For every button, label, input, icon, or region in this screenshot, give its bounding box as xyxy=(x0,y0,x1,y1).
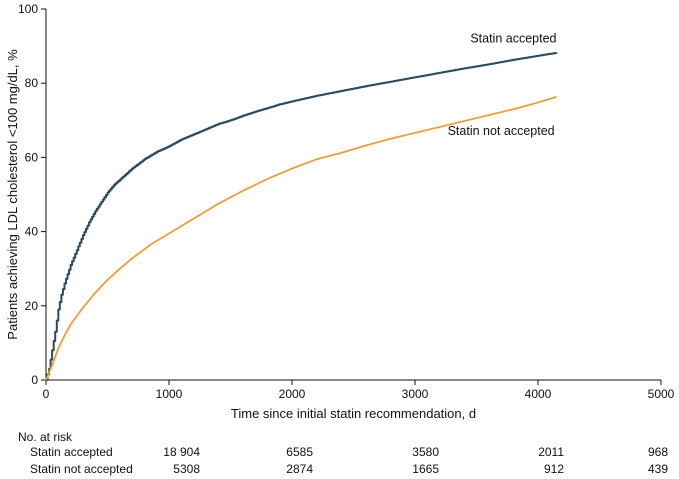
risk-value: 6585 xyxy=(286,445,313,459)
risk-row-label: Statin accepted xyxy=(30,445,113,459)
series-group xyxy=(45,52,558,381)
y-tick-label: 100 xyxy=(18,2,38,16)
x-tick-label: 0 xyxy=(43,387,50,401)
x-tick-label: 3000 xyxy=(402,387,429,401)
series-label-statin-not-accepted: Statin not accepted xyxy=(448,124,555,138)
axes: 0 1000 2000 3000 4000 5000 0 20 40 60 80 100 Time si… xyxy=(5,2,675,421)
x-axis-title: Time since initial statin recommendation… xyxy=(231,406,476,421)
x-tick-label: 1000 xyxy=(156,387,183,401)
series-line-statin-not-accepted xyxy=(45,96,557,381)
risk-table-title: No. at risk xyxy=(18,430,73,444)
risk-value: 18 904 xyxy=(163,445,200,459)
x-tick-label: 5000 xyxy=(648,387,675,401)
risk-row-label: Statin not accepted xyxy=(30,462,133,476)
risk-value: 3580 xyxy=(412,445,439,459)
risk-value: 912 xyxy=(544,462,564,476)
risk-value: 2011 xyxy=(538,445,564,459)
y-tick-label: 20 xyxy=(25,299,39,313)
risk-value: 2874 xyxy=(286,462,313,476)
y-tick-label: 60 xyxy=(25,150,39,164)
y-tick-label: 40 xyxy=(25,225,39,239)
x-tick-label: 2000 xyxy=(279,387,306,401)
series-line-statin-accepted xyxy=(46,52,558,381)
risk-value: 1665 xyxy=(412,462,439,476)
y-tick-label: 0 xyxy=(31,373,38,387)
y-axis-title: Patients achieving LDL cholesterol <100 … xyxy=(5,49,20,340)
y-tick-label: 80 xyxy=(25,76,39,90)
risk-value: 439 xyxy=(648,462,668,476)
labels-group: Statin accepted Statin not accepted xyxy=(448,31,557,138)
series-label-statin-accepted: Statin accepted xyxy=(470,31,556,45)
risk-value: 968 xyxy=(648,445,668,459)
x-tick-label: 4000 xyxy=(525,387,552,401)
risk-value: 5308 xyxy=(173,462,200,476)
